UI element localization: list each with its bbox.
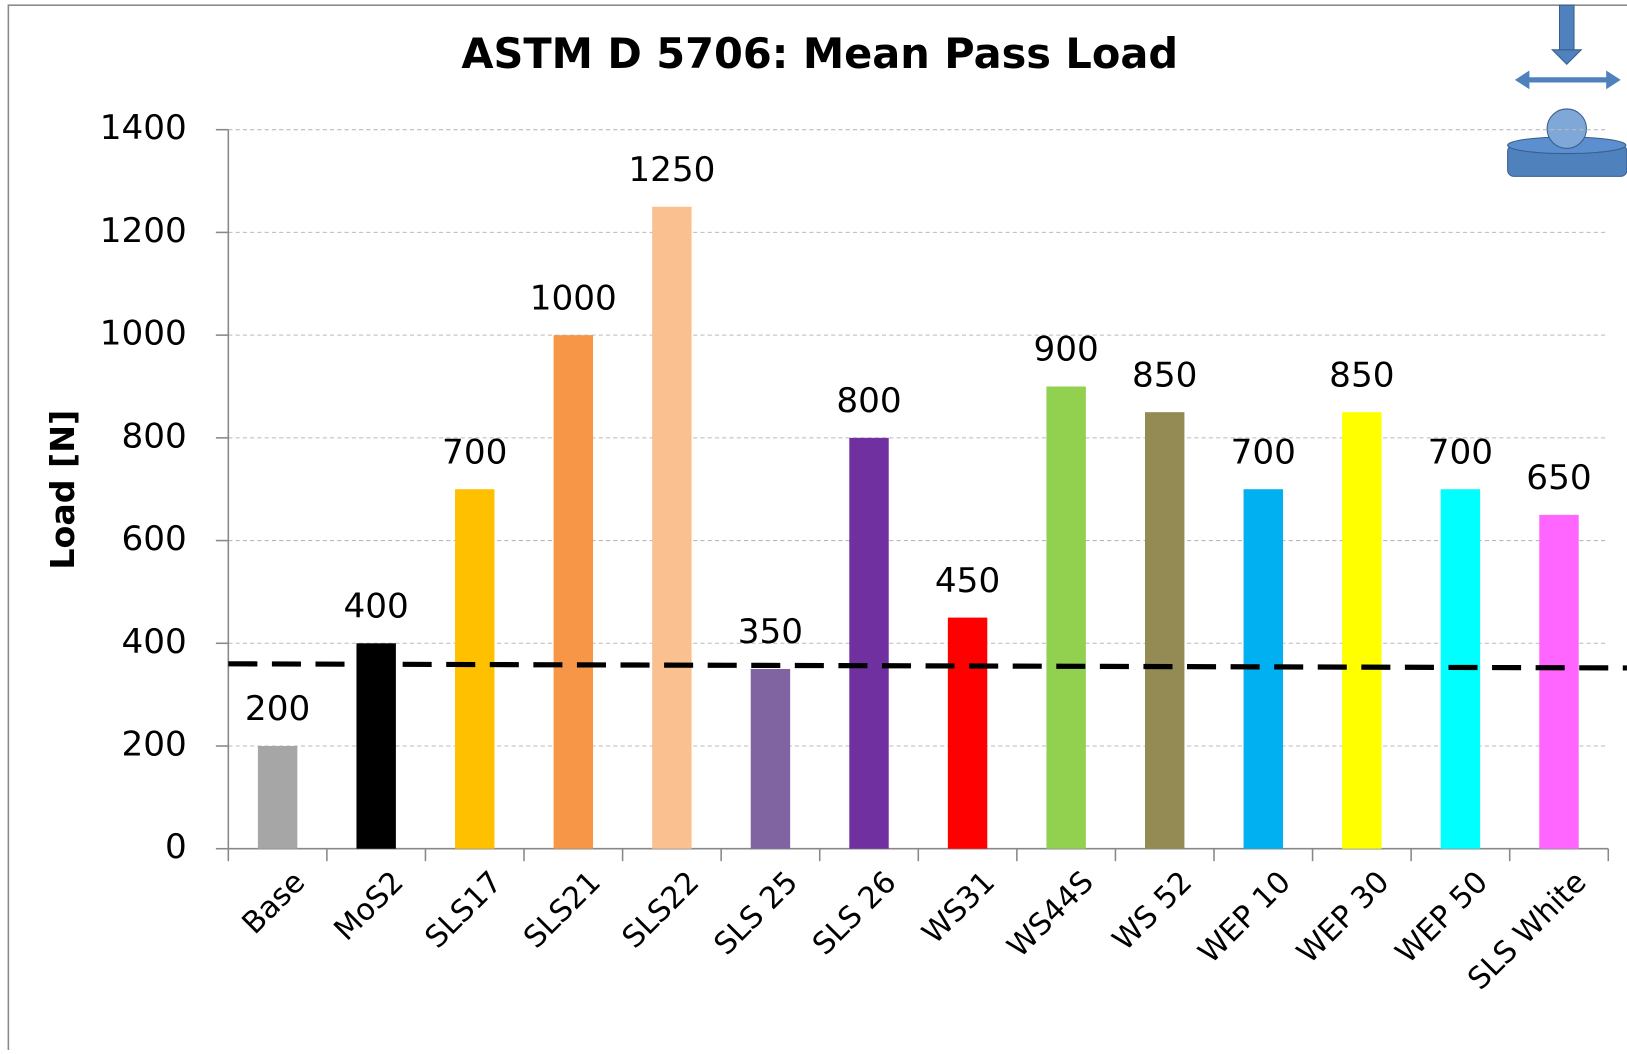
data-label: 1250	[628, 150, 715, 190]
bar	[455, 489, 495, 849]
data-label: 200	[245, 689, 310, 729]
data-label: 900	[1033, 330, 1098, 370]
y-tick-label: 600	[121, 519, 186, 559]
bar	[849, 437, 889, 849]
y-axis-label: Load [N]	[43, 410, 82, 570]
data-label: 700	[1231, 432, 1296, 472]
x-tick-label: Base	[236, 865, 313, 942]
x-tick-label: WEP 30	[1290, 865, 1396, 971]
x-tick-label: SLS21	[517, 865, 608, 956]
chart-frame	[7, 4, 1627, 1054]
bar	[1046, 386, 1086, 849]
y-tick-label: 1200	[100, 211, 187, 251]
y-tick-label: 200	[121, 724, 186, 764]
bar	[1342, 412, 1382, 849]
bar	[750, 668, 791, 849]
data-label: 850	[1132, 355, 1197, 395]
bar	[652, 206, 692, 849]
y-tick-label: 0	[165, 827, 187, 867]
x-tick-label: MoS2	[328, 865, 411, 948]
data-label: 700	[1428, 432, 1493, 472]
y-tick-label: 1400	[100, 108, 187, 148]
x-tick-label: WS44S	[1001, 865, 1101, 965]
y-tick-label: 400	[121, 622, 186, 662]
bar	[356, 643, 396, 849]
x-tick-label: WS31	[916, 865, 1002, 951]
x-tick-label: SLS22	[616, 865, 707, 956]
data-label: 850	[1329, 355, 1394, 395]
reference-line	[228, 661, 1627, 671]
data-label: 650	[1526, 458, 1591, 498]
chart-title: ASTM D 5706: Mean Pass Load	[461, 29, 1178, 78]
data-label: 700	[442, 432, 507, 472]
data-label: 400	[344, 587, 409, 627]
bar	[947, 617, 988, 849]
x-tick-label: WEP 10	[1192, 865, 1298, 971]
press-icon	[1507, 4, 1627, 177]
data-label: 350	[738, 612, 803, 652]
y-tick-label: 800	[121, 416, 186, 456]
bar	[1144, 412, 1185, 849]
data-label: 800	[836, 381, 901, 421]
bar	[1539, 514, 1579, 849]
bar	[553, 335, 594, 849]
x-tick-label: WS 52	[1106, 865, 1199, 958]
x-tick-label: SLS 26	[806, 865, 903, 962]
y-tick-label: 1000	[100, 314, 187, 354]
data-label: 1000	[530, 278, 617, 318]
x-tick-label: SLS17	[419, 865, 510, 956]
bar	[257, 745, 298, 849]
x-tick-label: SLS 25	[708, 865, 805, 962]
data-label: 450	[935, 561, 1000, 601]
